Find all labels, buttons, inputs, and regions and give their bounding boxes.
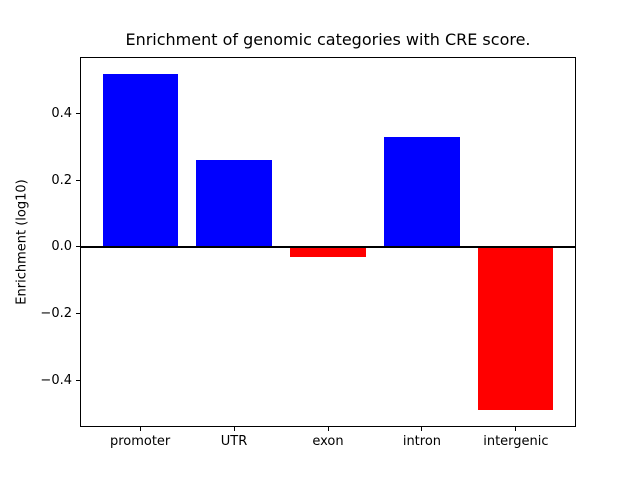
y-tick-label: −0.4 <box>40 372 72 388</box>
y-tick-label: 0.4 <box>51 106 72 122</box>
x-tick-mark <box>233 427 235 431</box>
bar-intergenic <box>478 246 554 411</box>
y-tick-label: 0.2 <box>51 172 72 188</box>
y-tick-label: −0.2 <box>40 306 72 322</box>
chart-title: Enrichment of genomic categories with CR… <box>125 30 531 49</box>
y-tick-label: 0.0 <box>51 239 72 255</box>
x-tick-mark <box>327 427 329 431</box>
y-tick-mark <box>76 313 80 315</box>
x-tick-label-UTR: UTR <box>220 434 248 449</box>
bar-promoter <box>102 73 178 247</box>
y-tick-mark <box>76 246 80 248</box>
bar-UTR <box>196 160 272 247</box>
bar-exon <box>290 246 366 257</box>
x-tick-label-promoter: promoter <box>109 434 171 449</box>
x-tick-label-intergenic: intergenic <box>483 434 549 449</box>
x-tick-label-exon: exon <box>312 434 344 449</box>
bar-intron <box>384 137 460 247</box>
x-tick-mark <box>515 427 517 431</box>
x-tick-mark <box>139 427 141 431</box>
x-tick-mark <box>421 427 423 431</box>
x-tick-label-intron: intron <box>402 434 442 449</box>
plot-area-border <box>80 57 576 427</box>
zero-line <box>80 245 576 249</box>
y-tick-mark <box>76 113 80 115</box>
y-tick-mark <box>76 179 80 181</box>
y-tick-mark <box>76 379 80 381</box>
